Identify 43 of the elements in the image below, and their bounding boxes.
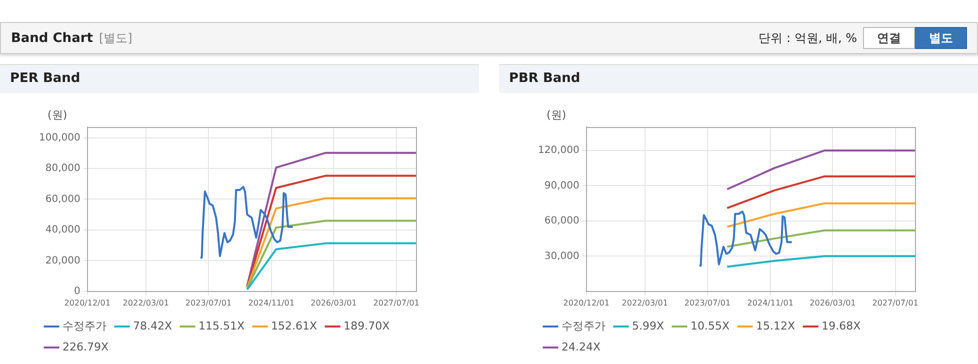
legend-label: 수정주가 [62, 319, 106, 332]
legend-label: 5.99X [632, 319, 664, 332]
y-tick-label: 120,000 [538, 145, 580, 156]
legend-label: 10.55X [690, 319, 730, 332]
legend-label: 수정주가 [562, 319, 606, 332]
y-axis-title: (원) [48, 108, 68, 122]
y-tick-label: 20,000 [45, 255, 80, 266]
x-tick-label: 2020/12/01 [64, 298, 110, 308]
x-tick-label: 2024/11/01 [747, 298, 794, 308]
chart-title: PER Band [0, 65, 479, 93]
text: 별도 [915, 27, 967, 49]
y-tick-label: 80,000 [45, 163, 80, 174]
y-tick-label: 30,000 [544, 250, 580, 262]
y-tick-label: 60,000 [544, 216, 580, 227]
legend-label: 78.42X [133, 319, 172, 332]
x-tick-label: 2022/03/01 [622, 298, 668, 308]
y-tick-label: 0 [74, 286, 80, 297]
text: Band Chart [11, 31, 93, 46]
y-tick-label: 60,000 [45, 194, 80, 205]
x-tick-label: 2026/03/01 [310, 298, 357, 308]
y-tick-label: 40,000 [45, 224, 80, 236]
chart-title: PBR Band [499, 65, 978, 93]
legend-label: 189.70X [344, 319, 390, 332]
y-axis-title: (원) [546, 108, 566, 122]
x-tick-label: 2024/11/01 [248, 298, 294, 308]
x-tick-label: 2022/03/01 [122, 298, 169, 308]
x-tick-label: 2023/07/01 [684, 298, 731, 308]
x-tick-label: 2027/07/01 [872, 298, 918, 308]
x-tick-label: 2020/12/01 [563, 298, 610, 308]
legend-label: 19.68X [822, 319, 862, 332]
legend-label: 226.79X [62, 340, 109, 354]
y-tick-label: 90,000 [544, 180, 580, 192]
legend-label: 24.24X [562, 340, 601, 354]
text: 연결 [863, 27, 915, 49]
x-tick-label: 2027/07/01 [373, 298, 420, 308]
text: [별도] [98, 31, 132, 45]
y-tick-label: 100,000 [38, 132, 80, 144]
x-tick-label: 2026/03/01 [810, 298, 856, 308]
legend-label: 15.12X [756, 319, 796, 332]
x-tick-label: 2023/07/01 [185, 298, 232, 308]
text: 단위 : 억원, 배, % [758, 30, 857, 46]
legend-label: 115.51X [198, 319, 246, 332]
legend-label: 152.61X [271, 319, 318, 332]
